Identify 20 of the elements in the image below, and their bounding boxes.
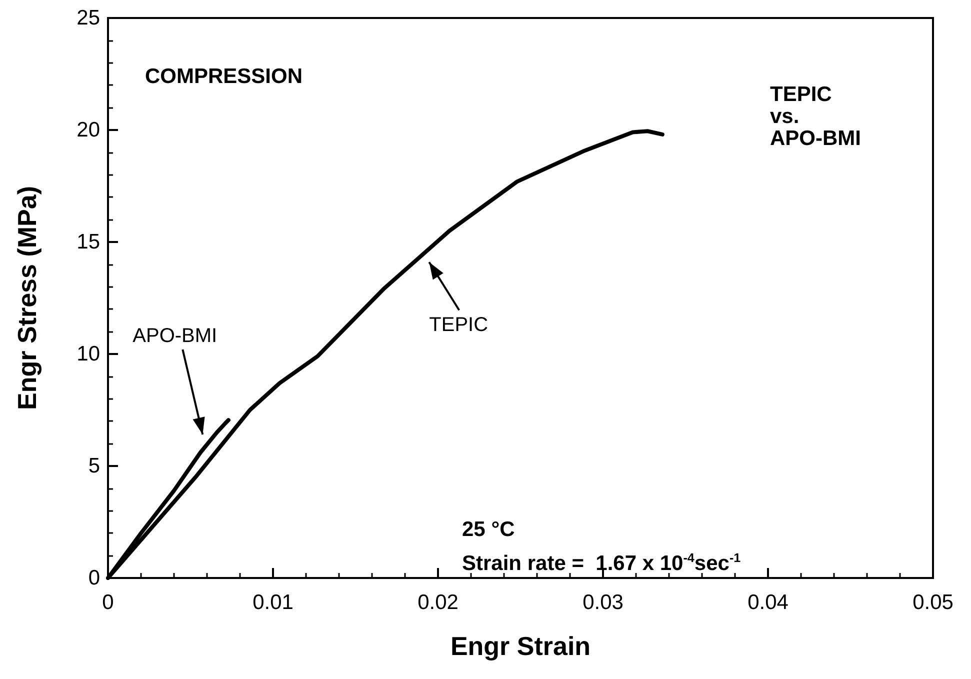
y-tick-label: 5: [88, 454, 100, 478]
y-tick-label: 10: [76, 342, 100, 366]
annotation: COMPRESSION: [145, 65, 303, 88]
y-tick-label: 0: [88, 566, 100, 590]
x-tick-label: 0.01: [252, 591, 294, 614]
text: APO-BMI: [132, 325, 218, 348]
x-axis-title: Engr Strain: [450, 631, 591, 661]
x-tick-label: 0.05: [912, 591, 954, 614]
x-tick-label: 0.03: [582, 591, 624, 614]
y-tick-label: 20: [76, 118, 100, 142]
legend-label: TEPIC: [429, 314, 488, 338]
y-axis-title: Engr Stress (MPa): [12, 186, 42, 410]
x-tick-label: 0: [102, 591, 114, 614]
annotation: Strain rate = 1.67 x 10$^{-4}$sec$^{-1}$: [462, 551, 741, 576]
x-tick-label: 0.04: [748, 591, 789, 614]
y-tick-label: 15: [76, 230, 100, 254]
y-tick-label: 25: [76, 6, 100, 30]
annotation: 25 °C: [462, 518, 515, 542]
annotation: TEPIC vs. APO-BMI: [770, 83, 861, 150]
x-tick-label: 0.02: [418, 591, 458, 614]
